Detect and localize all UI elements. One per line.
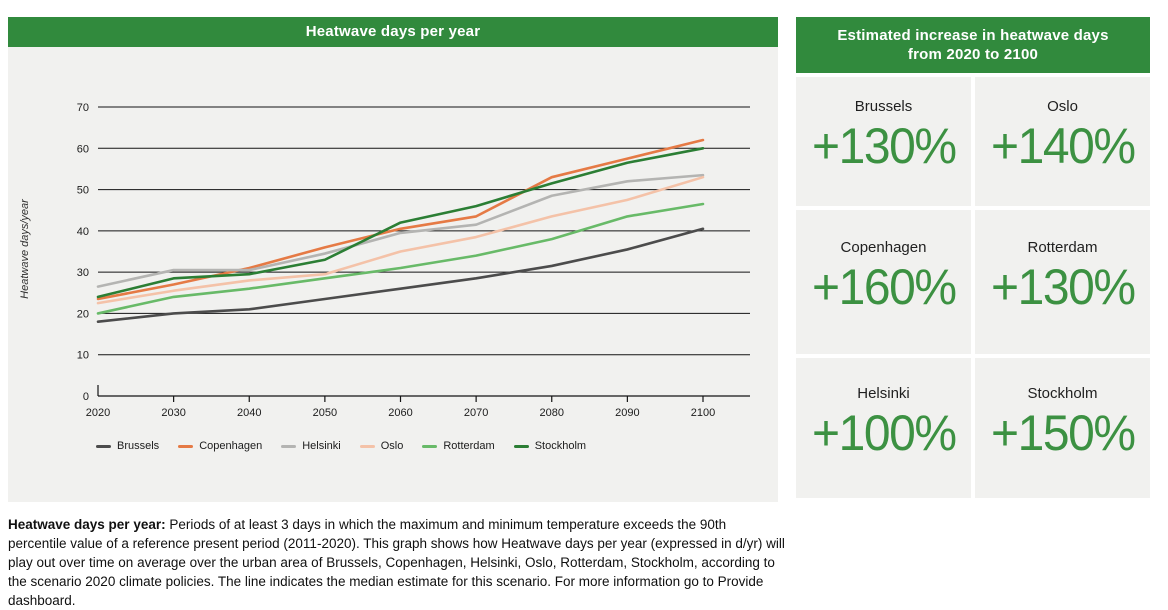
- stat-card-rotterdam: Rotterdam +130%: [975, 210, 1150, 354]
- chart-title: Heatwave days per year: [8, 17, 778, 47]
- y-axis-title: Heatwave days/year: [19, 199, 31, 299]
- brussels-line-swatch: [96, 444, 111, 448]
- stat-value: +140%: [990, 118, 1136, 174]
- legend-label: Copenhagen: [199, 440, 263, 452]
- svg-text:50: 50: [77, 185, 89, 197]
- svg-text:2060: 2060: [388, 407, 412, 419]
- figure-caption: Heatwave days per year: Periods of at le…: [8, 515, 786, 610]
- legend-label: Oslo: [380, 440, 404, 452]
- caption-body: Periods of at least 3 days in which the …: [8, 517, 785, 608]
- chart-legend: Brussels Copenhagen Helsinki Oslo Rotter…: [96, 440, 586, 452]
- chart-area: Heatwave days/year 0 10 20 30 40 50 60 70 2020 20…: [8, 47, 778, 502]
- svg-text:2090: 2090: [615, 407, 639, 419]
- svg-text:40: 40: [77, 226, 89, 238]
- legend-item-stockholm: Stockholm: [513, 440, 587, 452]
- helsinki-line-swatch: [281, 444, 297, 448]
- stat-card-helsinki: Helsinki +100%: [796, 358, 971, 498]
- stat-value: +130%: [990, 258, 1136, 315]
- legend-item-helsinki: Helsinki: [281, 440, 341, 452]
- legend-label: Rotterdam: [443, 440, 495, 452]
- stat-card-oslo: Oslo +140%: [975, 77, 1150, 206]
- svg-text:60: 60: [77, 143, 89, 155]
- svg-text:2030: 2030: [161, 407, 185, 419]
- svg-text:20: 20: [77, 308, 89, 320]
- svg-text:2050: 2050: [313, 407, 337, 419]
- stats-grid: Brussels +130% Oslo +140% Copenhagen +16…: [796, 77, 1150, 498]
- stat-card-stockholm: Stockholm +150%: [975, 358, 1150, 498]
- stat-city: Stockholm: [1027, 384, 1098, 402]
- svg-text:30: 30: [77, 267, 89, 279]
- svg-text:2100: 2100: [691, 407, 715, 419]
- stat-city: Copenhagen: [840, 238, 927, 256]
- stat-value: +160%: [811, 258, 957, 315]
- stat-city: Rotterdam: [1027, 238, 1098, 256]
- stat-city: Brussels: [854, 98, 913, 115]
- chart-panel: Heatwave days per year Heatwave days/yea…: [8, 17, 778, 502]
- stats-panel: Estimated increase in heatwave days from…: [796, 17, 1150, 498]
- rotterdam-line-swatch: [422, 444, 438, 448]
- svg-text:2080: 2080: [540, 407, 564, 419]
- stat-card-brussels: Brussels +130%: [796, 77, 971, 206]
- svg-text:70: 70: [77, 102, 89, 114]
- legend-item-copenhagen: Copenhagen: [178, 440, 262, 452]
- legend-item-oslo: Oslo: [359, 440, 404, 452]
- legend-label: Helsinki: [302, 440, 341, 452]
- stats-title: Estimated increase in heatwave days from…: [796, 17, 1150, 73]
- stat-value: +150%: [990, 404, 1136, 461]
- stat-city: Oslo: [1047, 98, 1078, 115]
- stockholm-line-swatch: [513, 444, 529, 448]
- stat-card-copenhagen: Copenhagen +160%: [796, 210, 971, 354]
- svg-text:10: 10: [77, 350, 89, 362]
- oslo-line-swatch: [359, 444, 375, 448]
- svg-text:0: 0: [83, 391, 89, 403]
- stat-value: +130%: [811, 118, 957, 174]
- stat-value: +100%: [811, 404, 957, 461]
- legend-label: Brussels: [117, 440, 160, 452]
- legend-label: Stockholm: [534, 440, 587, 452]
- svg-text:2070: 2070: [464, 407, 488, 419]
- legend-item-rotterdam: Rotterdam: [422, 440, 495, 452]
- stat-city: Helsinki: [857, 384, 910, 402]
- copenhagen-line-swatch: [178, 444, 194, 448]
- legend-item-brussels: Brussels: [96, 440, 159, 452]
- svg-text:2020: 2020: [86, 407, 110, 419]
- svg-text:2040: 2040: [237, 407, 261, 419]
- caption-lead: Heatwave days per year:: [8, 517, 166, 532]
